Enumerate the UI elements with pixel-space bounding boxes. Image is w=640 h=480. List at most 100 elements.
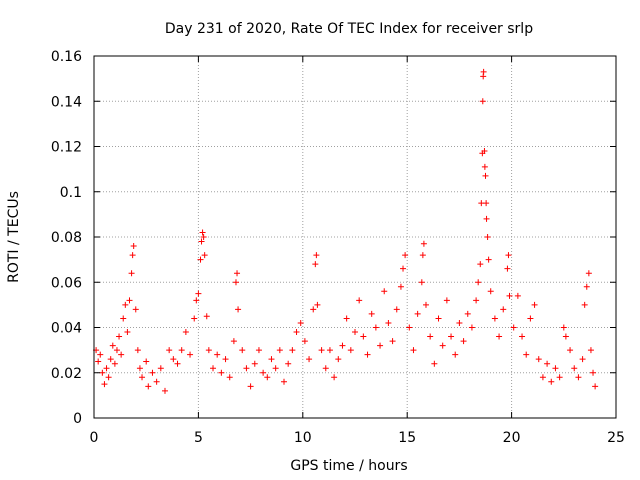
data-point [364, 351, 371, 358]
data-point [460, 338, 467, 345]
data-point [418, 279, 425, 286]
data-point [128, 270, 135, 277]
data-point [103, 365, 110, 372]
data-point [422, 301, 429, 308]
data-point [356, 297, 363, 304]
y-tick-label: 0.08 [51, 230, 82, 246]
data-point [419, 252, 426, 259]
data-point [479, 98, 486, 105]
data-point [134, 347, 141, 354]
data-point [452, 351, 459, 358]
data-point [539, 374, 546, 381]
data-point [182, 329, 189, 336]
data-point [400, 265, 407, 272]
data-point [230, 338, 237, 345]
data-points [93, 68, 599, 394]
data-point [260, 369, 267, 376]
x-tick-label: 25 [607, 430, 625, 446]
data-point [331, 374, 338, 381]
y-axis-label: ROTI / TECUs [6, 191, 22, 283]
data-point [289, 347, 296, 354]
y-tick-label: 0.12 [51, 140, 82, 156]
data-point [314, 301, 321, 308]
data-point [200, 234, 207, 240]
data-point [239, 347, 246, 354]
data-point [218, 369, 225, 376]
data-point [226, 374, 233, 381]
data-point [113, 347, 120, 354]
data-point [496, 333, 503, 340]
data-point [519, 333, 526, 340]
data-point [406, 324, 413, 331]
data-point [483, 215, 490, 222]
data-point [313, 252, 320, 259]
data-point [264, 374, 271, 381]
data-point [531, 301, 538, 308]
data-point [105, 374, 112, 381]
data-point [575, 374, 582, 381]
data-point [281, 378, 288, 385]
data-point [145, 383, 152, 390]
data-point [420, 240, 427, 247]
data-point [107, 356, 114, 363]
data-point [234, 270, 241, 277]
data-point [481, 163, 488, 170]
data-point [205, 347, 212, 354]
data-point [483, 200, 490, 207]
data-point [116, 333, 123, 340]
data-point [523, 351, 530, 358]
data-point [482, 172, 489, 179]
data-point [276, 347, 283, 354]
data-point [397, 283, 404, 290]
data-point [203, 313, 210, 320]
data-point [343, 315, 350, 322]
data-point [201, 252, 208, 259]
data-point [129, 252, 136, 259]
data-point [480, 68, 487, 75]
data-point [243, 365, 250, 372]
data-point [126, 297, 133, 304]
y-axis: 0 0.02 0.04 0.06 0.08 0.1 0.12 0.14 0.16 [51, 49, 616, 427]
data-point [393, 306, 400, 313]
data-point [579, 356, 586, 363]
data-point [585, 270, 592, 277]
data-point [111, 360, 118, 367]
data-point [381, 288, 388, 295]
x-axis: 0 5 10 15 20 25 [90, 56, 625, 446]
data-point [222, 356, 229, 363]
data-point [335, 356, 342, 363]
data-point [491, 315, 498, 322]
data-point [484, 234, 491, 240]
data-point [199, 229, 206, 236]
data-point [310, 306, 317, 313]
data-point [535, 356, 542, 363]
data-point [235, 306, 242, 313]
data-point [439, 342, 446, 349]
data-point [468, 324, 475, 331]
data-point [587, 347, 594, 354]
data-point [166, 347, 173, 354]
x-tick-label: 15 [398, 430, 416, 446]
data-point [120, 315, 127, 322]
y-tick-label: 0.04 [51, 321, 82, 337]
data-point [481, 148, 488, 155]
chart-title: Day 231 of 2020, Rate Of TEC Index for r… [165, 21, 533, 37]
data-point [402, 252, 409, 259]
x-tick-label: 20 [503, 430, 521, 446]
data-point [504, 265, 511, 272]
data-point [109, 342, 116, 349]
data-point [174, 360, 181, 367]
data-point [170, 356, 177, 363]
data-point [464, 310, 471, 317]
data-point [251, 360, 258, 367]
data-point [456, 319, 463, 326]
data-point [583, 283, 590, 290]
data-point [157, 365, 164, 372]
data-point [347, 347, 354, 354]
data-point [592, 383, 599, 390]
data-point [477, 261, 484, 268]
data-point [567, 347, 574, 354]
data-point [97, 351, 104, 358]
data-point [143, 358, 150, 365]
data-point [377, 342, 384, 349]
